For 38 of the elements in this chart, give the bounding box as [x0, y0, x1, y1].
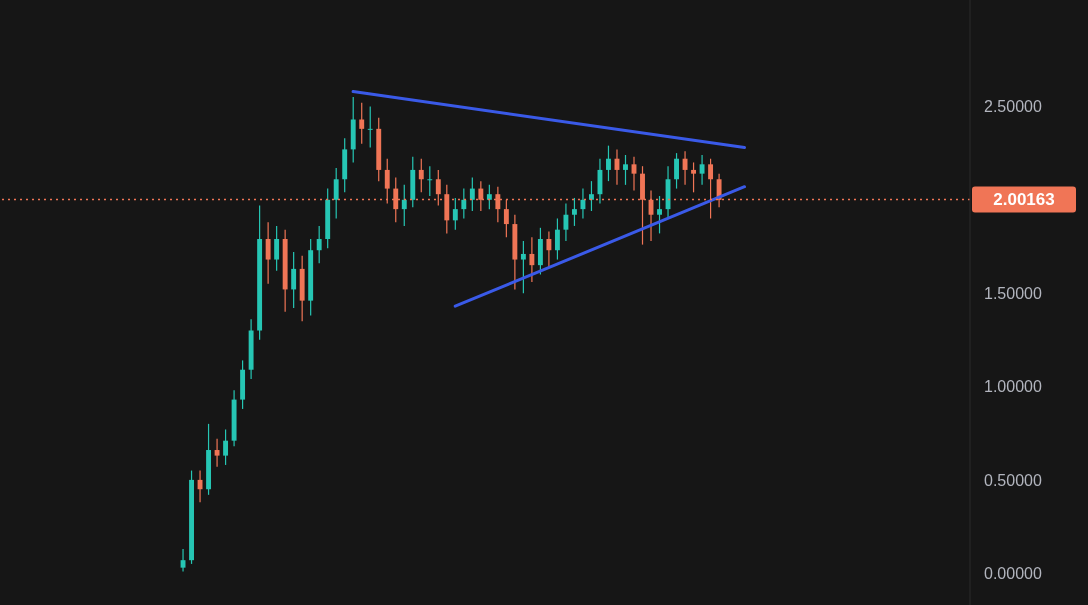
- candlestick: [691, 161, 697, 193]
- candlestick: [563, 202, 569, 242]
- candlestick: [197, 469, 203, 503]
- y-tick-label: 0.50000: [984, 471, 1042, 489]
- candlestick: [589, 180, 594, 212]
- candlestick: [520, 240, 526, 294]
- y-tick-label: 1.00000: [984, 378, 1042, 396]
- candlestick: [699, 154, 705, 186]
- candlestick: [274, 225, 280, 272]
- candlestick: [657, 195, 662, 235]
- candlestick: [554, 217, 560, 261]
- candlestick: [606, 145, 611, 182]
- candlestick: [580, 188, 586, 220]
- candlestick: [223, 428, 229, 466]
- candlestick: [461, 188, 467, 220]
- candlestick: [571, 197, 577, 227]
- y-tick-label: 1.50000: [984, 284, 1042, 302]
- candlestick: [401, 184, 407, 227]
- candlestick: [682, 150, 688, 186]
- candlestick: [214, 438, 220, 468]
- candlestick: [546, 230, 552, 268]
- candlestick: [367, 105, 373, 149]
- candlestick: [291, 251, 297, 309]
- candlestick: [452, 197, 458, 231]
- y-tick-label: 2.50000: [984, 98, 1042, 116]
- candlestick: [427, 165, 433, 197]
- candlestick: [316, 225, 322, 264]
- candlestick: [623, 154, 628, 186]
- candlestick: [469, 176, 475, 212]
- candlestick: [418, 158, 424, 193]
- candlestick: [359, 102, 365, 145]
- candlestick: [333, 167, 339, 220]
- candlestick: [674, 152, 679, 190]
- candlestick: [529, 236, 535, 283]
- ref-line-label: 2.00163: [993, 190, 1055, 210]
- candlestick: [486, 184, 492, 210]
- candlestick: [265, 221, 271, 285]
- y-tick-label: 0.00000: [984, 564, 1042, 582]
